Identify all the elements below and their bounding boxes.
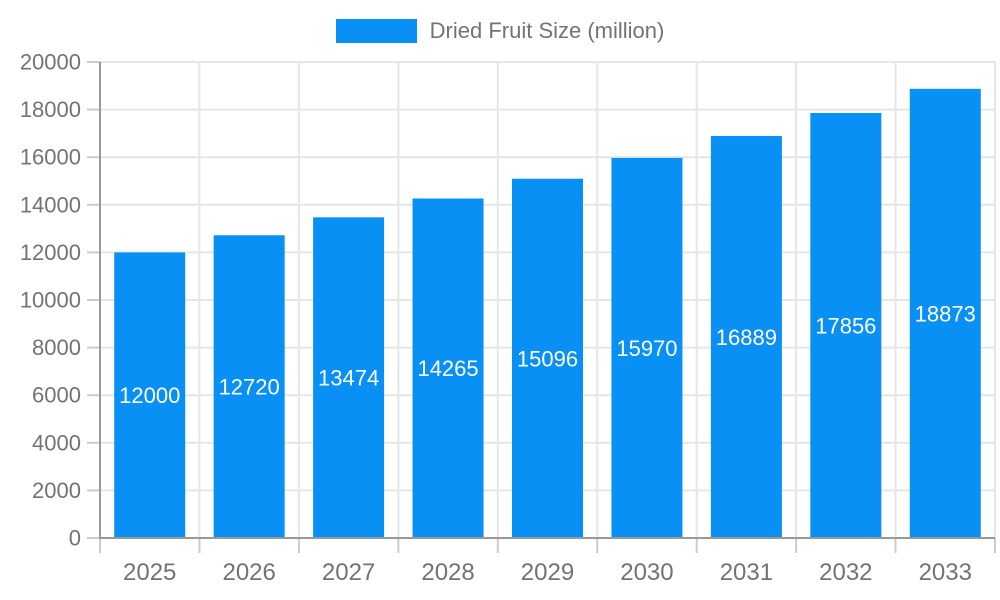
y-tick-label: 10000 <box>20 288 81 313</box>
y-tick-label: 20000 <box>20 50 81 75</box>
y-tick-label: 12000 <box>20 240 81 265</box>
bar[interactable] <box>512 178 583 538</box>
y-tick-label: 16000 <box>20 145 81 170</box>
x-tick-label: 2026 <box>222 559 275 586</box>
x-tick-label: 2031 <box>720 559 773 586</box>
legend-swatch[interactable] <box>335 19 417 43</box>
x-tick-label: 2032 <box>819 559 872 586</box>
y-tick-label: 2000 <box>32 478 81 503</box>
x-tick-label: 2025 <box>123 559 176 586</box>
legend[interactable]: Dried Fruit Size (million) <box>0 18 1000 44</box>
bar-value-label: 17856 <box>815 314 876 339</box>
y-tick-label: 6000 <box>32 383 81 408</box>
bar-value-label: 15096 <box>517 346 578 371</box>
y-tick-label: 14000 <box>20 192 81 217</box>
y-tick-label: 4000 <box>32 430 81 455</box>
x-tick-label: 2028 <box>421 559 474 586</box>
bar-value-label: 15970 <box>616 336 677 361</box>
bar-value-label: 13474 <box>318 366 379 391</box>
bar[interactable] <box>611 157 683 538</box>
x-tick-label: 2030 <box>620 559 673 586</box>
bar-value-label: 14265 <box>417 356 478 381</box>
bar[interactable] <box>313 217 385 539</box>
bar[interactable] <box>114 252 186 538</box>
legend-label[interactable]: Dried Fruit Size (million) <box>429 18 665 43</box>
y-tick-label: 18000 <box>20 97 81 122</box>
x-tick-label: 2027 <box>322 559 375 586</box>
bar-value-label: 18873 <box>915 301 976 326</box>
bar-value-label: 12720 <box>219 375 280 400</box>
bar-value-label: 16889 <box>716 325 777 350</box>
bar[interactable] <box>710 136 782 538</box>
x-tick-label: 2033 <box>919 559 972 586</box>
bar-value-label: 12000 <box>119 383 180 408</box>
x-tick-label: 2029 <box>521 559 574 586</box>
bar[interactable] <box>213 235 285 538</box>
y-tick-label: 8000 <box>32 335 81 360</box>
bar[interactable] <box>909 88 981 538</box>
y-tick-label: 0 <box>69 526 81 551</box>
bar[interactable] <box>412 198 484 539</box>
bar[interactable] <box>810 113 882 539</box>
